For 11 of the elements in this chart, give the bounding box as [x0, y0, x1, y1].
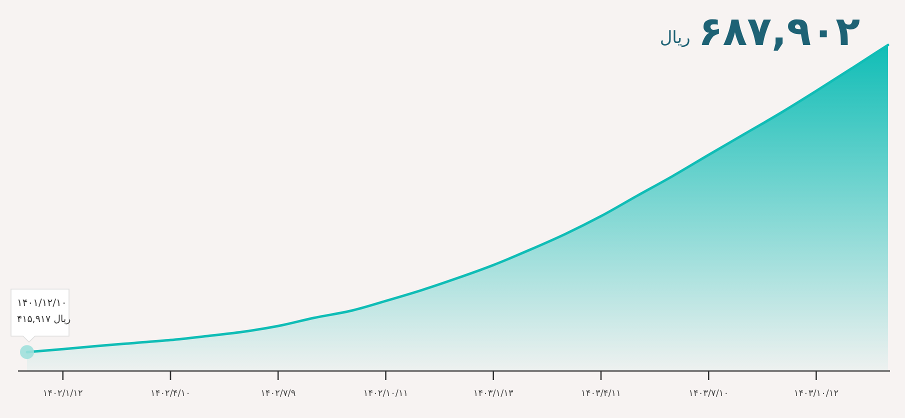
- annotation: ریال: [660, 28, 690, 48]
- x-tick-label: ۱۴۰۲/۴/۱۰: [150, 389, 190, 399]
- x-tick-label: ۱۴۰۲/۷/۹: [260, 389, 296, 399]
- x-tick-label: ۱۴۰۳/۱/۱۳: [473, 389, 514, 399]
- x-tick-label: ۱۴۰۲/۱۰/۱۱: [363, 389, 408, 399]
- x-tick-label: ۱۴۰۳/۴/۱۱: [581, 389, 621, 399]
- x-tick-label: ۱۴۰۳/۱۰/۱۲: [794, 389, 839, 399]
- annotation: ۱۴۰۱/۱۲/۱۰ ۴۱۵,۹۱۷ ریال: [17, 298, 72, 326]
- x-tick-label: ۱۴۰۲/۱/۱۲: [42, 389, 83, 399]
- annotation: ۶۸۷,۹۰۲: [698, 9, 860, 55]
- x-tick-label: ۱۴۰۳/۷/۱۰: [688, 389, 729, 399]
